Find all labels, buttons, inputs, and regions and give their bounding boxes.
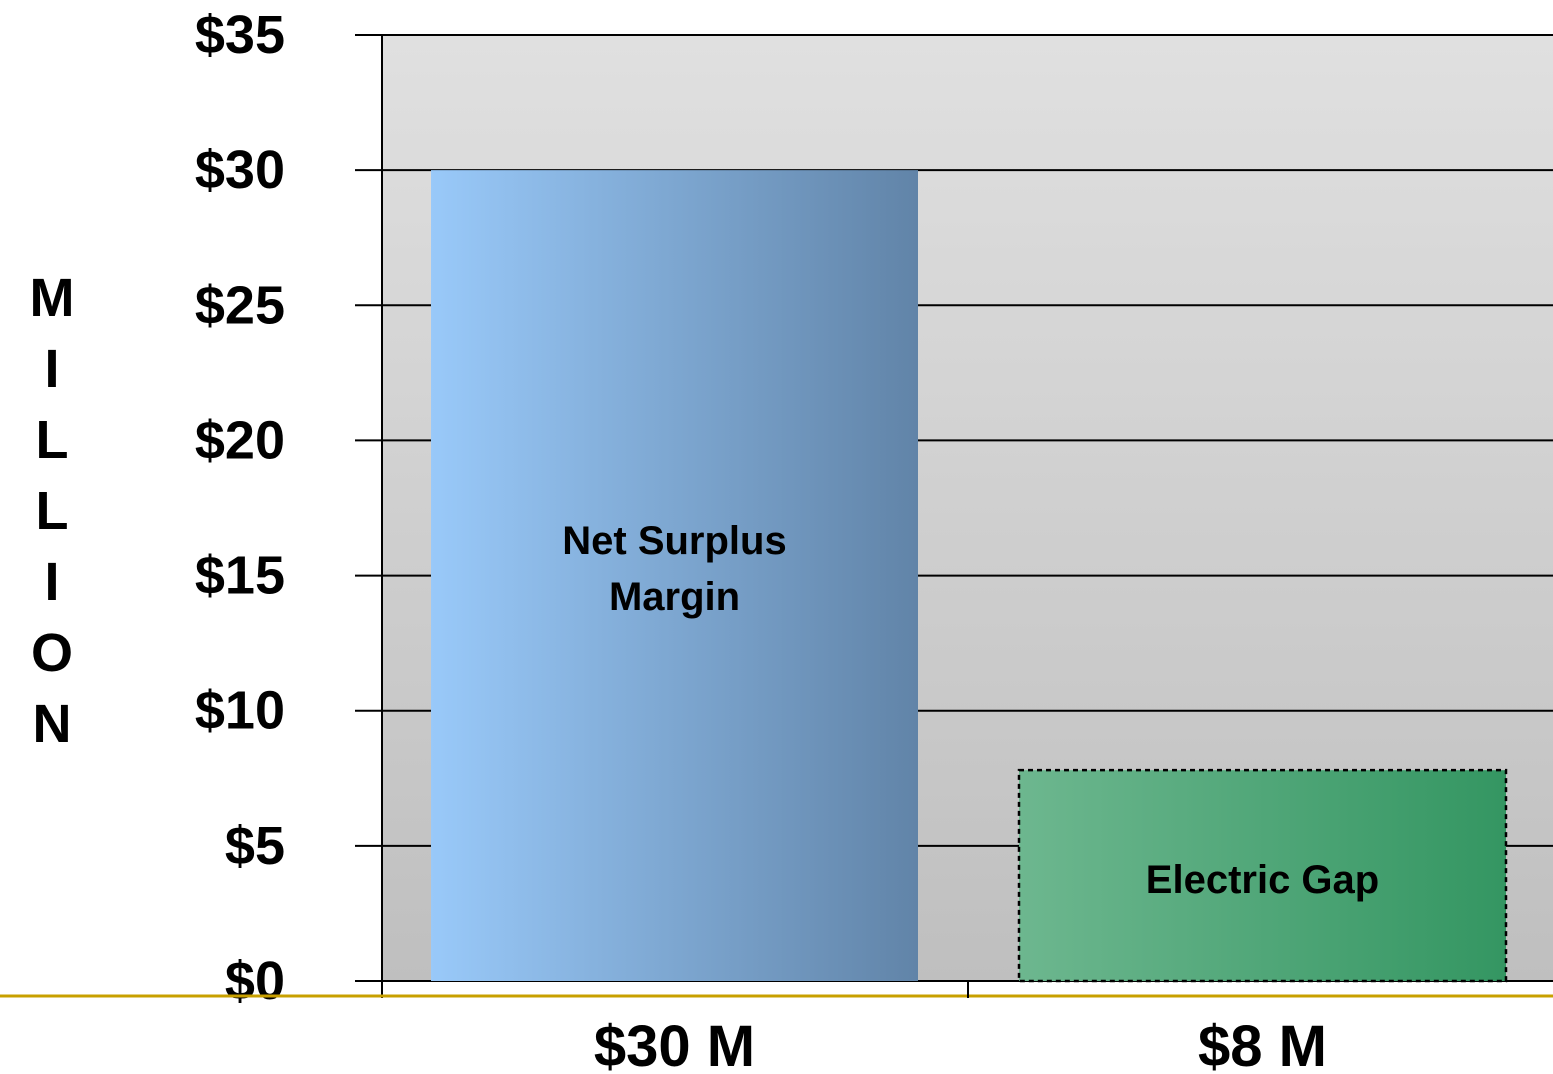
y-axis-label-letter: M bbox=[30, 268, 75, 328]
bar-label: Net Surplus bbox=[562, 519, 786, 563]
y-tick-label: $25 bbox=[195, 275, 285, 335]
y-axis-label-letter: N bbox=[33, 694, 72, 754]
y-tick-label: $0 bbox=[225, 951, 285, 1011]
y-tick-label: $35 bbox=[195, 5, 285, 65]
bar-2 bbox=[1017, 768, 1508, 983]
y-axis-label-letter: I bbox=[44, 552, 59, 612]
y-tick-label: $15 bbox=[195, 546, 285, 606]
y-axis-label-letter: I bbox=[44, 339, 59, 399]
y-tick-label: $10 bbox=[195, 681, 285, 741]
bar-label: Electric Gap bbox=[1146, 858, 1379, 902]
bar-1 bbox=[431, 170, 918, 982]
y-tick-label: $30 bbox=[195, 140, 285, 200]
y-tick-label: $20 bbox=[195, 410, 285, 470]
x-category-label: $30 M bbox=[594, 1014, 755, 1074]
y-tick-label: $5 bbox=[225, 816, 285, 876]
y-axis-label-letter: L bbox=[36, 410, 69, 470]
y-axis-label-letter: O bbox=[31, 623, 73, 683]
x-category-label: $8 M bbox=[1198, 1014, 1327, 1074]
bar-label: Margin bbox=[609, 575, 740, 619]
y-axis-label-letter: L bbox=[36, 481, 69, 541]
